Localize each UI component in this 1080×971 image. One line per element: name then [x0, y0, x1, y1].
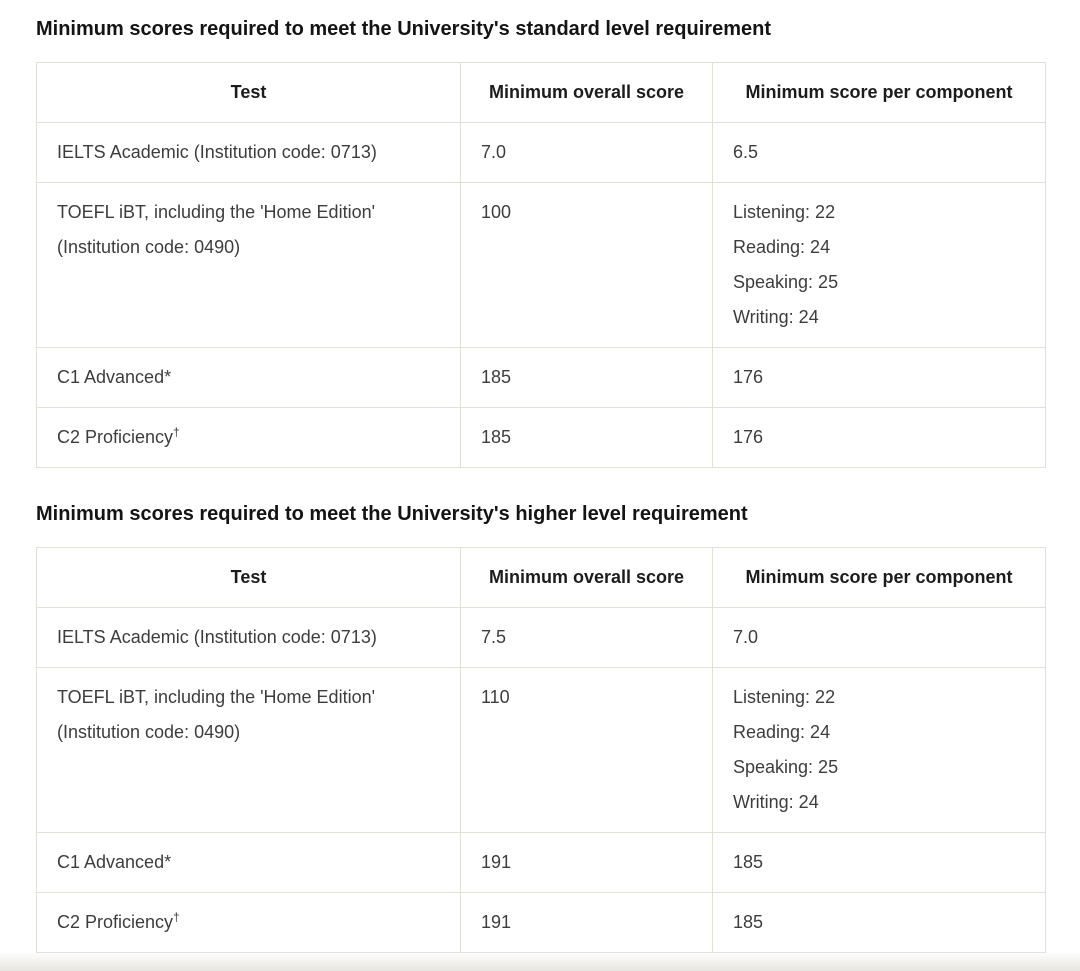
test-cell: IELTS Academic (Institution code: 0713) [36, 122, 461, 183]
test-name: IELTS Academic (Institution code: 0713) [57, 142, 377, 162]
component-score-cell: Listening: 22 Reading: 24 Speaking: 25 W… [712, 182, 1046, 348]
component-speaking: Speaking: 25 [733, 757, 839, 777]
table-row-toefl: TOEFL iBT, including the 'Home Edition' … [36, 182, 1046, 348]
component-score-value: 185 [733, 912, 764, 932]
overall-score-value: 100 [481, 202, 512, 222]
test-name: C2 Proficiency† [57, 910, 180, 932]
component-score-value: 6.5 [733, 142, 759, 162]
component-writing: Writing: 24 [733, 792, 819, 812]
column-header-test: Test [36, 62, 461, 123]
test-cell: TOEFL iBT, including the 'Home Edition' … [36, 667, 461, 833]
test-name: C1 Advanced* [57, 852, 172, 872]
component-listening: Listening: 22 [733, 687, 836, 707]
component-score-cell: 6.5 [712, 122, 1046, 183]
component-score-value: 185 [733, 852, 764, 872]
test-name: TOEFL iBT, including the 'Home Edition' [57, 687, 376, 707]
test-cell: TOEFL iBT, including the 'Home Edition' … [36, 182, 461, 348]
overall-score-cell: 7.5 [460, 607, 713, 668]
table-row-toefl: TOEFL iBT, including the 'Home Edition' … [36, 667, 1046, 833]
test-name: TOEFL iBT, including the 'Home Edition' [57, 202, 376, 222]
component-score-value: 176 [733, 427, 764, 447]
overall-score-value: 7.0 [481, 142, 507, 162]
overall-score-value: 191 [481, 852, 512, 872]
table-header-row: Test Minimum overall score Minimum score… [36, 547, 1046, 608]
overall-score-value: 110 [481, 687, 510, 707]
component-reading: Reading: 24 [733, 722, 831, 742]
column-header-component-score: Minimum score per component [712, 62, 1046, 123]
table-row-c1-advanced: C1 Advanced* 185 176 [36, 347, 1046, 408]
test-name: C1 Advanced* [57, 367, 172, 387]
table-row-c2-proficiency: C2 Proficiency† 185 176 [36, 407, 1046, 468]
dagger-marker: † [173, 425, 180, 439]
page-content: Minimum scores required to meet the Univ… [36, 0, 1046, 953]
component-score-cell: 185 [712, 892, 1046, 953]
section-higher-level: Minimum scores required to meet the Univ… [36, 501, 1046, 953]
overall-score-cell: 191 [460, 892, 713, 953]
component-score-cell: 176 [712, 347, 1046, 408]
section-heading: Minimum scores required to meet the Univ… [36, 18, 771, 40]
column-header-test: Test [36, 547, 461, 608]
column-header-overall-score: Minimum overall score [460, 62, 713, 123]
component-reading: Reading: 24 [733, 237, 831, 257]
dagger-marker: † [173, 910, 180, 924]
test-name-line2: (Institution code: 0490) [57, 237, 241, 257]
table-row-c1-advanced: C1 Advanced* 191 185 [36, 832, 1046, 893]
table-row-ielts: IELTS Academic (Institution code: 0713) … [36, 122, 1046, 183]
section-heading: Minimum scores required to meet the Univ… [36, 503, 748, 525]
component-score-cell: 176 [712, 407, 1046, 468]
column-header-overall-score: Minimum overall score [460, 547, 713, 608]
test-cell: C2 Proficiency† [36, 407, 461, 468]
component-score-value: 7.0 [733, 627, 759, 647]
component-speaking: Speaking: 25 [733, 272, 839, 292]
table-row-c2-proficiency: C2 Proficiency† 191 185 [36, 892, 1046, 953]
column-header-component-score: Minimum score per component [712, 547, 1046, 608]
page-bottom-fade [0, 951, 1080, 971]
table-row-ielts: IELTS Academic (Institution code: 0713) … [36, 607, 1046, 668]
test-cell: C1 Advanced* [36, 832, 461, 893]
test-name: IELTS Academic (Institution code: 0713) [57, 627, 377, 647]
component-score-value: 176 [733, 367, 764, 387]
overall-score-cell: 110 [460, 667, 713, 833]
overall-score-value: 185 [481, 427, 512, 447]
test-name-line2: (Institution code: 0490) [57, 722, 241, 742]
overall-score-cell: 100 [460, 182, 713, 348]
component-writing: Writing: 24 [733, 307, 819, 327]
table-header-row: Test Minimum overall score Minimum score… [36, 62, 1046, 123]
component-score-cell: 7.0 [712, 607, 1046, 668]
overall-score-value: 7.5 [481, 627, 507, 647]
overall-score-cell: 185 [460, 347, 713, 408]
section-standard-level: Minimum scores required to meet the Univ… [36, 16, 1046, 468]
overall-score-cell: 7.0 [460, 122, 713, 183]
component-score-cell: Listening: 22 Reading: 24 Speaking: 25 W… [712, 667, 1046, 833]
scores-table-higher: Test Minimum overall score Minimum score… [36, 547, 1046, 953]
overall-score-value: 185 [481, 367, 512, 387]
scores-table-standard: Test Minimum overall score Minimum score… [36, 62, 1046, 468]
overall-score-value: 191 [481, 912, 512, 932]
test-cell: C1 Advanced* [36, 347, 461, 408]
overall-score-cell: 191 [460, 832, 713, 893]
component-listening: Listening: 22 [733, 202, 836, 222]
test-name: C2 Proficiency† [57, 425, 180, 447]
overall-score-cell: 185 [460, 407, 713, 468]
test-cell: C2 Proficiency† [36, 892, 461, 953]
component-score-cell: 185 [712, 832, 1046, 893]
test-cell: IELTS Academic (Institution code: 0713) [36, 607, 461, 668]
